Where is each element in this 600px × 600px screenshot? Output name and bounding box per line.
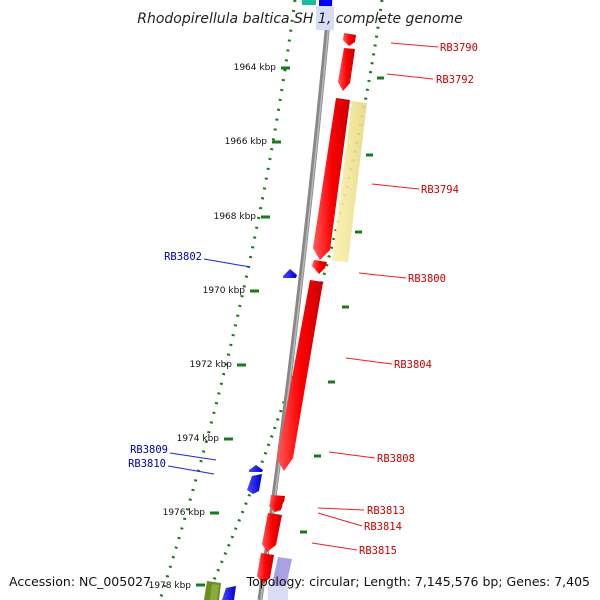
reverse-label-lines xyxy=(167,258,251,475)
gene-label-rb3792[interactable]: RB3792 xyxy=(436,74,474,86)
gene-label-rb3794[interactable]: RB3794 xyxy=(421,184,459,196)
gene-rb3816[interactable] xyxy=(257,553,274,584)
scale-label-1978: 1978 kbp xyxy=(149,581,192,591)
gene-label-rb3815[interactable]: RB3815 xyxy=(359,545,397,557)
scale-label-1970: 1970 kbp xyxy=(203,286,246,296)
gene-rb3790[interactable] xyxy=(343,33,356,46)
gene-rb3814[interactable] xyxy=(269,501,283,512)
gene-rb3804[interactable] xyxy=(277,280,323,471)
gene-rb3800[interactable] xyxy=(312,260,327,274)
gene-label-rb3802[interactable]: RB3802 xyxy=(164,251,202,263)
gene-label-rb3808[interactable]: RB3808 xyxy=(377,453,415,465)
forward-label-lines xyxy=(311,42,439,551)
gene-bottom-blue[interactable] xyxy=(222,586,236,600)
gene-label-rb3814[interactable]: RB3814 xyxy=(364,521,402,533)
gene-bottom-lightblue xyxy=(268,586,288,600)
scale-label-1968: 1968 kbp xyxy=(214,212,257,222)
scale-labels: 1964 kbp 1966 kbp 1968 kbp 1970 kbp 1972… xyxy=(149,63,277,591)
gene-rb3809[interactable] xyxy=(249,465,263,472)
gene-rb3815[interactable] xyxy=(262,513,282,552)
scale-label-1974: 1974 kbp xyxy=(177,434,220,444)
scale-label-1964: 1964 kbp xyxy=(234,63,277,73)
gene-rb3794[interactable] xyxy=(313,98,350,260)
forward-genes[interactable] xyxy=(257,33,356,584)
topology-text: Topology: circular; Length: 7,145,576 bp… xyxy=(246,574,590,589)
highlight-region-rb3794 xyxy=(332,101,367,262)
scale-label-1972: 1972 kbp xyxy=(190,360,233,370)
scale-label-1976: 1976 kbp xyxy=(163,508,206,518)
genome-title: Rhodopirellula baltica SH 1, complete ge… xyxy=(137,11,463,27)
gene-rb3792[interactable] xyxy=(338,48,355,91)
gene-rb3810[interactable] xyxy=(247,474,262,494)
gene-label-rb3813[interactable]: RB3813 xyxy=(367,505,405,517)
gene-top-teal xyxy=(302,0,316,5)
scale-ticks xyxy=(196,66,384,587)
gene-bottom-olive-shade xyxy=(210,584,219,600)
reverse-gene-labels[interactable]: RB3802 RB3809 RB3810 xyxy=(128,251,202,470)
gene-label-rb3809[interactable]: RB3809 xyxy=(130,444,168,456)
gene-bottom-lavender xyxy=(270,557,292,595)
forward-gene-labels[interactable]: RB3790 RB3792 RB3794 RB3800 RB3804 RB380… xyxy=(359,42,478,557)
gene-rb3802[interactable] xyxy=(283,269,297,278)
gene-label-rb3810[interactable]: RB3810 xyxy=(128,458,166,470)
scale-label-1966: 1966 kbp xyxy=(225,137,268,147)
gene-label-rb3800[interactable]: RB3800 xyxy=(408,273,446,285)
gene-top-lavender xyxy=(316,6,334,30)
gene-label-rb3804[interactable]: RB3804 xyxy=(394,359,432,371)
gene-label-rb3790[interactable]: RB3790 xyxy=(440,42,478,54)
gene-top-blue xyxy=(319,0,332,6)
accession-text: Accession: NC_005027 xyxy=(9,574,151,589)
reverse-genes[interactable] xyxy=(222,269,297,600)
